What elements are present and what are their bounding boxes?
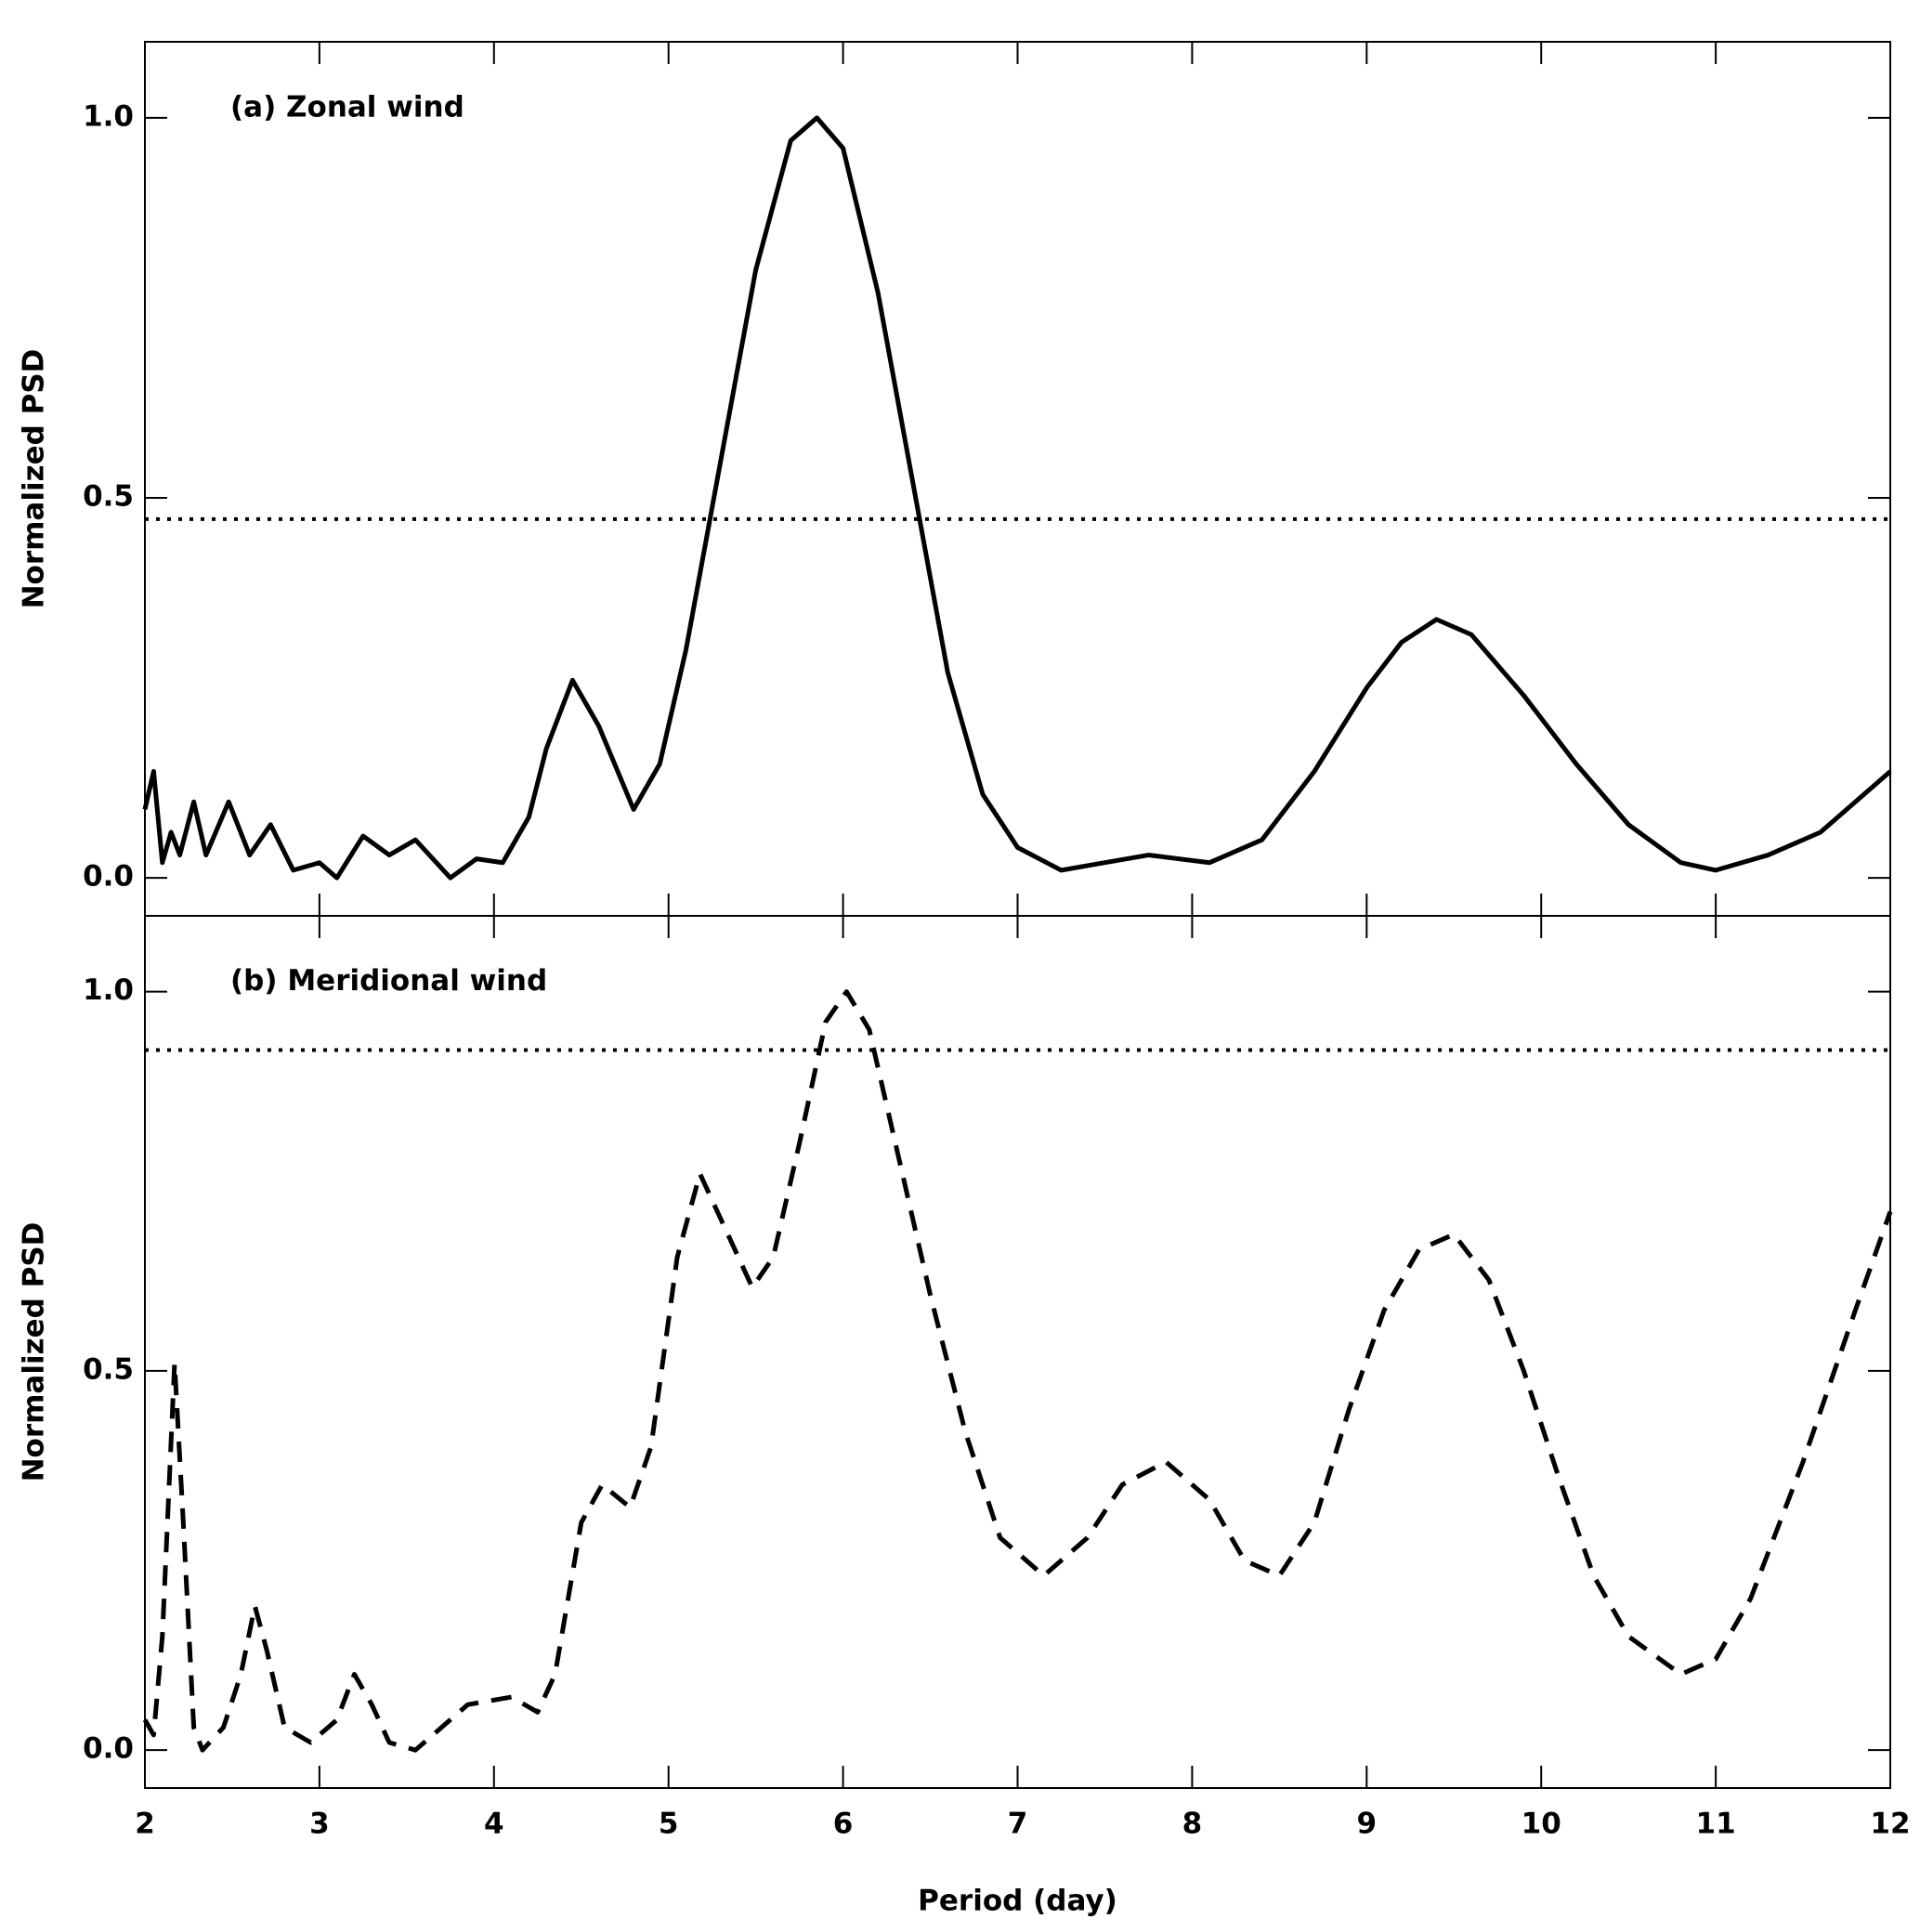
x-axis-label: Period (day)	[918, 1885, 1117, 1918]
y-axis-label: Normalized PSD	[18, 349, 51, 609]
data-line	[142, 989, 1893, 1753]
y-tick-label: 1.0	[83, 99, 134, 133]
x-tick-label: 5	[659, 1808, 679, 1841]
y-tick-label: 0.5	[83, 1352, 134, 1386]
plot-frame	[144, 41, 1891, 917]
x-tick-label: 7	[1008, 1808, 1028, 1841]
x-tick-label: 6	[833, 1808, 854, 1841]
y-tick-label: 1.0	[83, 973, 134, 1007]
plot-frame	[144, 915, 1891, 1789]
x-tick-label: 12	[1870, 1808, 1910, 1841]
panel-title: (b) Meridional wind	[230, 964, 547, 998]
data-line	[142, 115, 1892, 881]
x-tick-label: 11	[1696, 1808, 1736, 1841]
x-tick-label: 10	[1522, 1808, 1561, 1841]
x-tick-label: 2	[135, 1808, 155, 1841]
y-tick-label: 0.0	[83, 860, 134, 894]
x-tick-label: 4	[484, 1808, 504, 1841]
x-tick-label: 8	[1182, 1808, 1203, 1841]
y-axis-label: Normalized PSD	[18, 1222, 51, 1482]
panel-title: (a) Zonal wind	[230, 90, 464, 124]
x-tick-label: 3	[309, 1808, 330, 1841]
y-tick-label: 0.5	[83, 479, 134, 513]
x-tick-label: 9	[1357, 1808, 1378, 1841]
y-tick-label: 0.0	[83, 1732, 134, 1766]
